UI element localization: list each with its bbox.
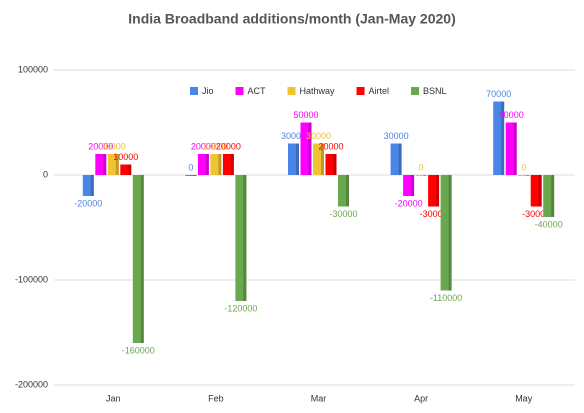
bar-side (140, 175, 144, 343)
bar-side (423, 175, 427, 176)
bar-side (193, 175, 197, 176)
value-label: -20000 (74, 198, 102, 208)
bar (415, 175, 427, 176)
bar-side (103, 154, 107, 175)
value-label: 50000 (293, 110, 318, 120)
x-tick-label: Mar (311, 393, 327, 403)
bar-side (243, 175, 247, 301)
bar-side (128, 164, 132, 175)
bar-side (333, 154, 337, 175)
value-label: 20000 (216, 141, 241, 151)
bar-side (448, 175, 452, 291)
bar-side (308, 122, 312, 175)
y-tick-label: -100000 (15, 274, 48, 284)
bar (325, 154, 337, 175)
x-tick-label: Feb (208, 393, 224, 403)
value-label: 30000 (281, 131, 306, 141)
bar (338, 175, 349, 207)
legend-swatch (235, 87, 244, 95)
bar-side (436, 175, 440, 207)
value-label: 0 (521, 162, 526, 172)
value-label: -120000 (224, 303, 257, 313)
value-label: -20000 (395, 198, 423, 208)
value-label: -30000 (329, 209, 357, 219)
bar (185, 175, 197, 176)
bar-side (296, 143, 299, 175)
value-label: 70000 (486, 89, 511, 99)
bar-side (230, 154, 234, 175)
value-label: -30000 (522, 209, 550, 219)
bar (403, 175, 415, 196)
legend-label: BSNL (423, 86, 447, 96)
bar (210, 154, 222, 175)
bar (120, 164, 132, 175)
value-label: 10000 (113, 152, 138, 162)
bar-side (526, 175, 530, 176)
x-tick-label: Apr (414, 393, 428, 403)
bar-side (551, 175, 555, 217)
bar (300, 122, 312, 175)
legend-label: Airtel (369, 86, 390, 96)
bar (530, 175, 542, 207)
bar-side (538, 175, 542, 207)
legend-swatch (411, 87, 420, 95)
bar (107, 154, 119, 175)
y-tick-label: -200000 (15, 379, 48, 389)
bar-side (90, 175, 94, 196)
legend-swatch (287, 87, 296, 95)
value-label: 20000 (203, 141, 228, 151)
legend-label: Hathway (300, 86, 336, 96)
value-label: 20000 (88, 141, 113, 151)
bar (313, 143, 324, 175)
bar-side (501, 101, 505, 175)
value-label: -160000 (122, 345, 155, 355)
bar (518, 175, 530, 176)
bar (543, 175, 555, 217)
bar (505, 122, 517, 175)
legend-swatch (356, 87, 365, 95)
value-label: 20000 (318, 141, 343, 151)
bar-side (115, 154, 119, 175)
bar (235, 175, 247, 301)
value-label: 50000 (499, 110, 524, 120)
bar-side (321, 143, 324, 175)
bar-side (513, 122, 517, 175)
bar-side (346, 175, 349, 207)
value-label: -30000 (420, 209, 448, 219)
bar-side (398, 143, 402, 175)
legend-label: ACT (248, 86, 267, 96)
bar (390, 143, 402, 175)
value-label: 30000 (384, 131, 409, 141)
x-tick-label: May (515, 393, 533, 403)
legend-swatch (190, 87, 198, 95)
legend-label: Jio (202, 86, 214, 96)
bar-side (411, 175, 415, 196)
bar (493, 101, 505, 175)
bar (132, 175, 144, 343)
bar (82, 175, 94, 196)
bar (440, 175, 452, 291)
y-tick-label: 0 (43, 169, 48, 179)
bar-side (218, 154, 222, 175)
bar (428, 175, 440, 207)
value-label: -40000 (535, 219, 563, 229)
chart-title: India Broadband additions/month (Jan-May… (128, 11, 455, 27)
value-label: -110000 (430, 293, 462, 303)
value-label: 0 (188, 162, 193, 172)
value-label: 20000 (101, 141, 126, 151)
value-label: 20000 (191, 141, 216, 151)
bar (197, 154, 209, 175)
value-label: 30000 (306, 131, 331, 141)
x-tick-label: Jan (106, 393, 121, 403)
bar (222, 154, 234, 175)
value-label: 0 (419, 162, 424, 172)
y-tick-label: 100000 (18, 64, 48, 74)
bar-side (205, 154, 209, 175)
bar (288, 143, 299, 175)
bar (95, 154, 107, 175)
